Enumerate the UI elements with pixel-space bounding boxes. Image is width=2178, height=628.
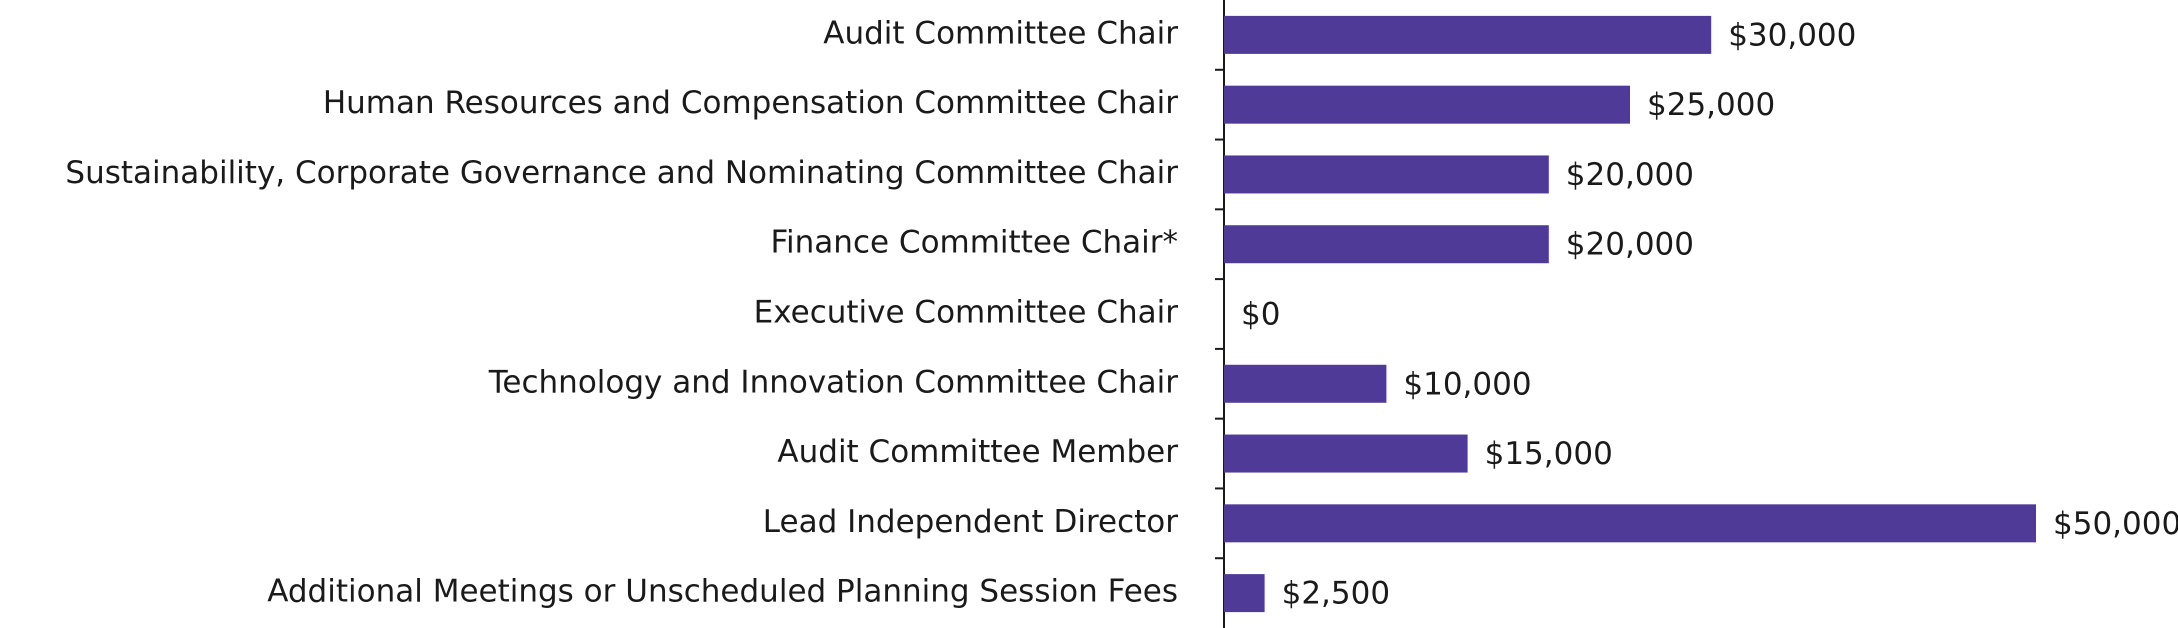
category-label: Lead Independent Director — [763, 504, 1178, 540]
category-label: Human Resources and Compensation Committ… — [323, 85, 1178, 121]
value-label: $10,000 — [1403, 366, 1531, 402]
bar — [1224, 155, 1549, 194]
bar — [1224, 574, 1265, 613]
value-label: $30,000 — [1728, 17, 1856, 53]
bar — [1224, 225, 1549, 264]
value-label: $20,000 — [1566, 157, 1694, 193]
value-label: $2,500 — [1282, 576, 1390, 612]
value-label: $20,000 — [1566, 227, 1694, 263]
value-label: $15,000 — [1485, 436, 1613, 472]
value-label: $50,000 — [2053, 506, 2178, 542]
bar — [1224, 85, 1630, 124]
bar — [1224, 434, 1468, 473]
category-label: Executive Committee Chair — [754, 295, 1179, 331]
bar — [1224, 364, 1387, 403]
bar — [1224, 504, 2036, 543]
category-label: Technology and Innovation Committee Chai… — [488, 364, 1178, 400]
value-label: $0 — [1241, 297, 1280, 333]
category-label: Audit Committee Chair — [823, 15, 1178, 51]
value-label: $25,000 — [1647, 87, 1775, 123]
category-label: Additional Meetings or Unscheduled Plann… — [267, 574, 1178, 610]
bar — [1224, 15, 1712, 54]
category-label: Finance Committee Chair* — [770, 225, 1178, 261]
category-label: Sustainability, Corporate Governance and… — [65, 155, 1178, 191]
category-label: Audit Committee Member — [777, 434, 1178, 470]
